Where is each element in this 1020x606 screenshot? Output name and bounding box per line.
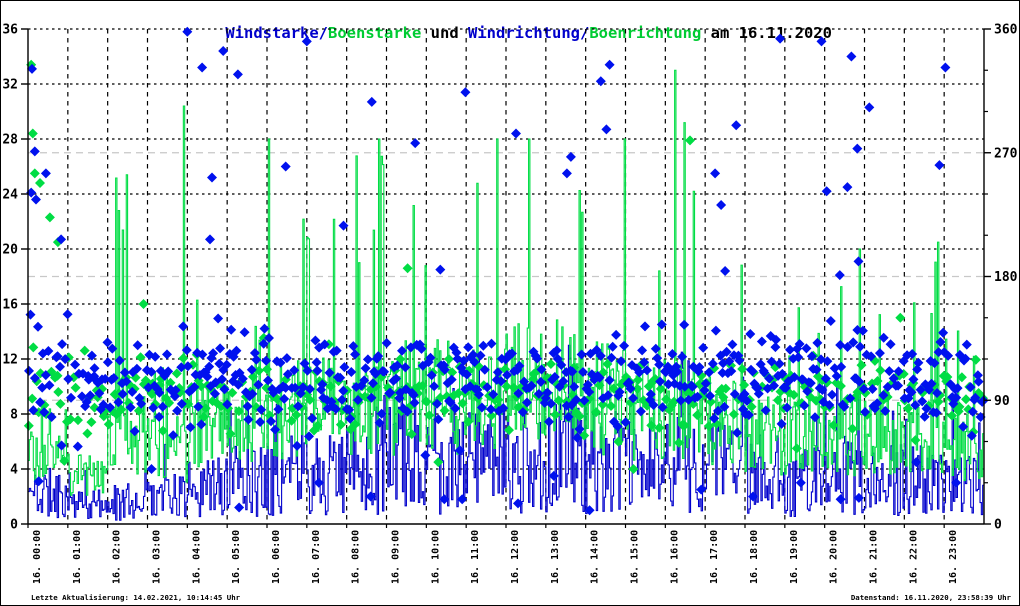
boenrichtung-scatter-series — [23, 59, 989, 475]
x-axis-labels: 16. 00:00 16. 01:00 16. 02:00 16. 03:00 16. … — [32, 530, 959, 584]
svg-text:16. 04:00: 16. 04:00 — [191, 530, 202, 584]
svg-text:16. 11:00: 16. 11:00 — [470, 530, 481, 584]
svg-text:24: 24 — [2, 188, 18, 203]
svg-text:16. 23:00: 16. 23:00 — [948, 530, 959, 584]
data-status-text: Datenstand: 16.11.2020, 23:58:39 Uhr — [850, 593, 1011, 602]
svg-text:16. 10:00: 16. 10:00 — [430, 530, 441, 584]
svg-text:16. 00:00: 16. 00:00 — [32, 530, 43, 584]
svg-text:32: 32 — [2, 78, 18, 93]
svg-text:16. 15:00: 16. 15:00 — [630, 530, 641, 584]
svg-text:0: 0 — [10, 518, 18, 533]
svg-text:16. 16:00: 16. 16:00 — [669, 530, 680, 584]
svg-text:360: 360 — [994, 23, 1018, 38]
svg-text:16. 06:00: 16. 06:00 — [271, 530, 282, 584]
y-left-labels: 0 4 8 12 16 20 24 28 32 36 — [2, 23, 18, 533]
svg-text:8: 8 — [10, 408, 18, 423]
title-boenstarke: Boenstarke — [328, 24, 422, 42]
svg-text:16. 13:00: 16. 13:00 — [550, 530, 561, 584]
svg-text:16. 14:00: 16. 14:00 — [590, 530, 601, 584]
svg-text:16. 01:00: 16. 01:00 — [72, 530, 83, 584]
axis-ticks — [21, 28, 991, 528]
svg-text:16. 08:00: 16. 08:00 — [351, 530, 362, 584]
svg-text:28: 28 — [2, 133, 18, 148]
svg-text:16. 18:00: 16. 18:00 — [749, 530, 760, 584]
svg-text:16. 12:00: 16. 12:00 — [510, 530, 521, 584]
svg-text:36: 36 — [2, 23, 18, 38]
svg-text:16. 03:00: 16. 03:00 — [152, 530, 163, 584]
svg-text:90: 90 — [994, 394, 1010, 409]
y-right-labels: 0 90 180 270 360 — [994, 23, 1018, 533]
svg-text:16. 02:00: 16. 02:00 — [112, 530, 123, 584]
windrichtung-scatter-series — [24, 26, 989, 516]
svg-text:16. 21:00: 16. 21:00 — [869, 530, 880, 584]
svg-text:0: 0 — [994, 518, 1002, 533]
windstarke-line-series — [28, 344, 984, 521]
last-update-text: Letzte Aktualisierung: 14.02.2021, 10:14… — [31, 593, 241, 602]
svg-text:16. 05:00: 16. 05:00 — [231, 530, 242, 584]
svg-text:16. 07:00: 16. 07:00 — [311, 530, 322, 584]
svg-text:180: 180 — [994, 270, 1018, 285]
svg-text:16: 16 — [2, 298, 18, 313]
svg-text:16. 20:00: 16. 20:00 — [829, 530, 840, 584]
svg-text:270: 270 — [994, 146, 1018, 161]
svg-text:12: 12 — [2, 353, 18, 368]
svg-text:16. 17:00: 16. 17:00 — [709, 530, 720, 584]
svg-text:16. 19:00: 16. 19:00 — [789, 530, 800, 584]
svg-text:20: 20 — [2, 243, 18, 258]
svg-text:4: 4 — [10, 463, 18, 478]
svg-text:16. 22:00: 16. 22:00 — [908, 530, 919, 584]
svg-text:16. 09:00: 16. 09:00 — [391, 530, 402, 584]
